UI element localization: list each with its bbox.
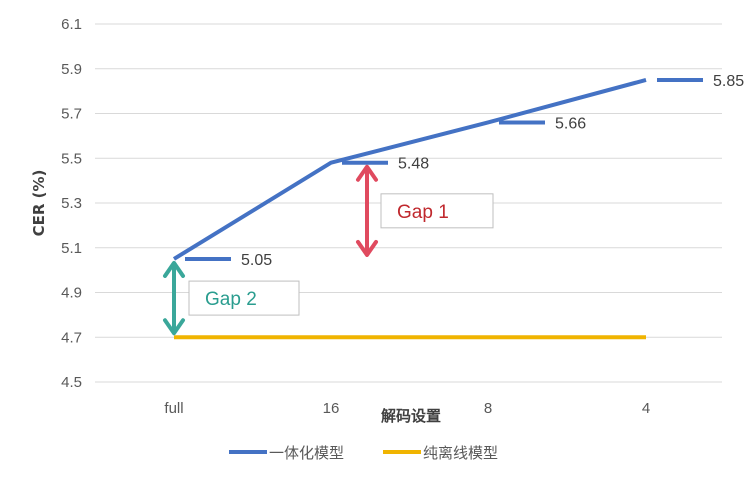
y-axis-title: CER (%): [30, 170, 48, 237]
y-tick-label: 5.1: [61, 240, 82, 257]
gap-arrowhead-bottom: [163, 318, 185, 336]
y-tick-label: 4.5: [61, 374, 82, 391]
y-tick-label: 6.1: [61, 16, 82, 33]
x-tick-label: 8: [484, 400, 492, 417]
series-line-1: [172, 78, 647, 261]
x-tick-labels: full 16 8 4: [164, 400, 650, 417]
y-tick-label: 5.7: [61, 106, 82, 123]
gap-arrowhead-top: [163, 260, 185, 278]
y-tick-label: 4.9: [61, 285, 82, 302]
series-lines: [172, 78, 647, 340]
y-tick-label: 5.9: [61, 61, 82, 78]
data-label: 5.48: [398, 156, 429, 173]
x-tick-label: full: [164, 400, 183, 417]
gap-arrowhead-top: [356, 164, 378, 182]
y-tick-label: 5.3: [61, 195, 82, 212]
x-axis-title: 解码设置: [381, 407, 441, 425]
data-label: 5.85: [713, 73, 744, 90]
gap-annotations: Gap 1 Gap 2: [163, 164, 494, 336]
gap-label: Gap 1: [397, 202, 449, 223]
gap-arrowhead-bottom: [356, 239, 378, 257]
x-tick-label: 4: [642, 400, 650, 417]
x-tick-label: 16: [323, 400, 340, 417]
gap-label-box: [188, 280, 300, 316]
y-tick-label: 4.7: [61, 329, 82, 346]
legend-label: 纯离线模型: [423, 444, 498, 462]
legend: 一体化模型 纯离线模型: [229, 444, 498, 462]
data-labels: 5.05 5.48 5.66 5.85: [185, 73, 744, 269]
gap-label: Gap 2: [205, 289, 257, 310]
data-label: 5.05: [241, 252, 272, 269]
data-label: 5.66: [555, 115, 586, 132]
y-tick-labels: 4.5 4.7 4.9 5.1 5.3 5.5 5.7 5.9 6.1: [61, 16, 82, 391]
gap-label-box: [380, 193, 494, 229]
legend-label: 一体化模型: [269, 444, 344, 462]
y-tick-label: 5.5: [61, 150, 82, 167]
